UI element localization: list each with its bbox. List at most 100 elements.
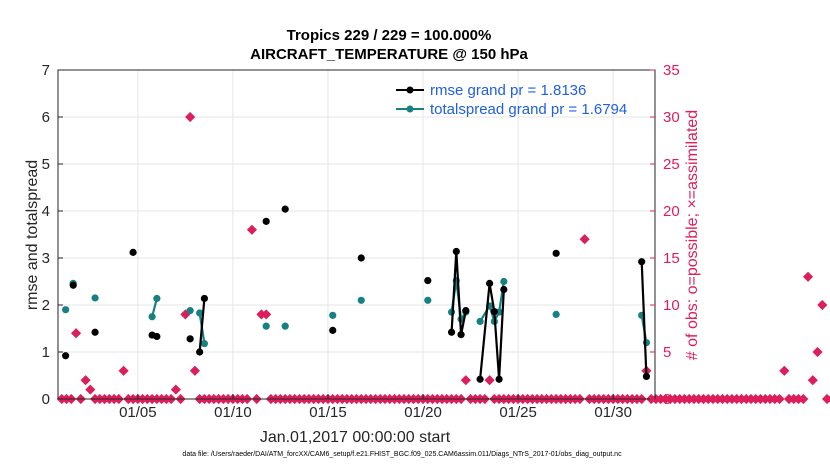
obs-count-marker [802,271,814,282]
totalspread-point [200,339,208,348]
y-tick-label-right: 5 [663,344,671,361]
y-tick-label-left: 3 [42,250,50,267]
obs-count-marker [80,375,91,386]
totalspread-point [62,306,70,314]
rmse-point [552,249,560,257]
totalspread-point [424,296,432,304]
rmse-point [91,328,99,336]
rmse-point [452,247,460,256]
rmse-line [450,251,467,335]
rmse-point [129,248,137,256]
rmse-point [186,335,194,343]
rmse-point [153,332,161,341]
rmse-point [424,276,432,285]
rmse-line [640,261,648,377]
obs-count-marker [70,328,82,339]
rmse-point [476,375,484,383]
legend-marker-spread [406,105,414,113]
obs-count-marker [261,309,272,320]
obs-count-marker [484,375,495,386]
y-tick-label-left: 7 [42,62,50,79]
obs-count-marker [85,384,96,395]
y-tick-label-right: 30 [663,109,680,126]
legend-label-spread: totalspread grand pr = 1.6794 [430,101,627,118]
totalspread-point [196,309,204,317]
rmse-point [62,352,70,360]
totalspread-point [186,307,194,315]
rmse-point [447,328,456,336]
rmse-point [485,279,494,287]
legend-label-rmse: rmse grand pr = 1.8136 [430,82,586,99]
obs-count-marker [579,234,590,245]
rmse-point [329,326,337,334]
obs-count-marker [185,111,196,123]
x-tick-label: 01/20 [404,404,442,421]
obs-count-series [56,111,830,405]
totalspread-point [153,294,161,303]
chart-title-line2: AIRCRAFT_TEMPERATURE @ 150 hPa [250,46,528,63]
rmse-point [462,307,470,315]
x-tick-label: 01/25 [499,404,537,421]
rmse-point [500,285,508,294]
totalspread-point [476,317,484,326]
rmse-line [198,298,206,353]
totalspread-point [357,296,365,304]
plot-frame [57,69,656,400]
chart-title-line1: Tropics 229 / 229 = 100.000% [287,27,492,44]
y-tick-label-left: 0 [42,391,50,408]
y-tick-label-right: 25 [663,156,680,173]
rmse-point [490,307,498,316]
totalspread-point [91,294,99,302]
footnote: data file: /Users/raeder/DAI/ATM_forcXX/… [182,451,622,458]
obs-count-marker [812,346,823,358]
y-tick-label-left: 6 [42,109,50,126]
obs-count-marker [826,395,830,403]
rmse-point [196,348,204,356]
obs-count-marker [807,375,818,386]
y-tick-label-right: 0 [663,391,671,408]
rmse-point [495,375,503,383]
rmse-point [262,217,270,225]
y-tick-label-right: 35 [663,62,680,79]
rmse-point [642,372,651,381]
y-axis-label-right: # of obs: o=possible; ×=assimilated [684,110,701,360]
obs-count-marker [774,393,785,405]
x-tick-label: 01/15 [309,404,347,421]
x-tick-label: 01/05 [119,404,157,421]
x-axis-label: Jan.01,2017 00:00:00 start [260,429,451,446]
legend: rmse grand pr = 1.8136 totalspread grand… [396,82,627,118]
totalspread-point [148,313,156,321]
totalspread-point [500,277,508,286]
obs-count-marker [460,375,471,386]
y-tick-label-left: 1 [42,344,50,361]
x-tick-label: 01/10 [214,404,252,421]
axis-ticks: 0 1 2 3 4 5 6 7 0 5 10 15 20 25 30 35 01/05 01/10 01/15 01/… [42,62,680,421]
rmse-point [638,258,646,266]
y-tick-label-right: 15 [663,250,680,267]
totalspread-point [262,322,270,330]
totalspread-point [329,311,337,319]
rmse-point [200,294,208,303]
rmse-point [457,331,465,339]
y-tick-label-right: 20 [663,203,680,220]
line-series [62,205,651,383]
rmse-point [69,281,77,289]
obs-count-marker [118,365,129,376]
y-tick-label-left: 4 [42,203,50,220]
y-axis-label-left: rmse and totalspread [24,160,41,310]
obs-count-marker [798,393,809,405]
obs-count-marker [170,384,181,395]
y-tick-label-left: 5 [42,156,50,173]
x-tick-label: 01/30 [594,404,632,421]
legend-marker-rmse [406,86,414,94]
obs-count-marker [779,365,790,376]
totalspread-point [281,322,289,330]
y-tick-label-left: 2 [42,297,50,314]
rmse-point [281,205,289,213]
grid-lines [58,70,655,399]
obs-count-marker [817,299,828,311]
obs-count-marker [189,365,200,376]
y-tick-label-right: 10 [663,297,680,314]
totalspread-point [552,310,560,318]
